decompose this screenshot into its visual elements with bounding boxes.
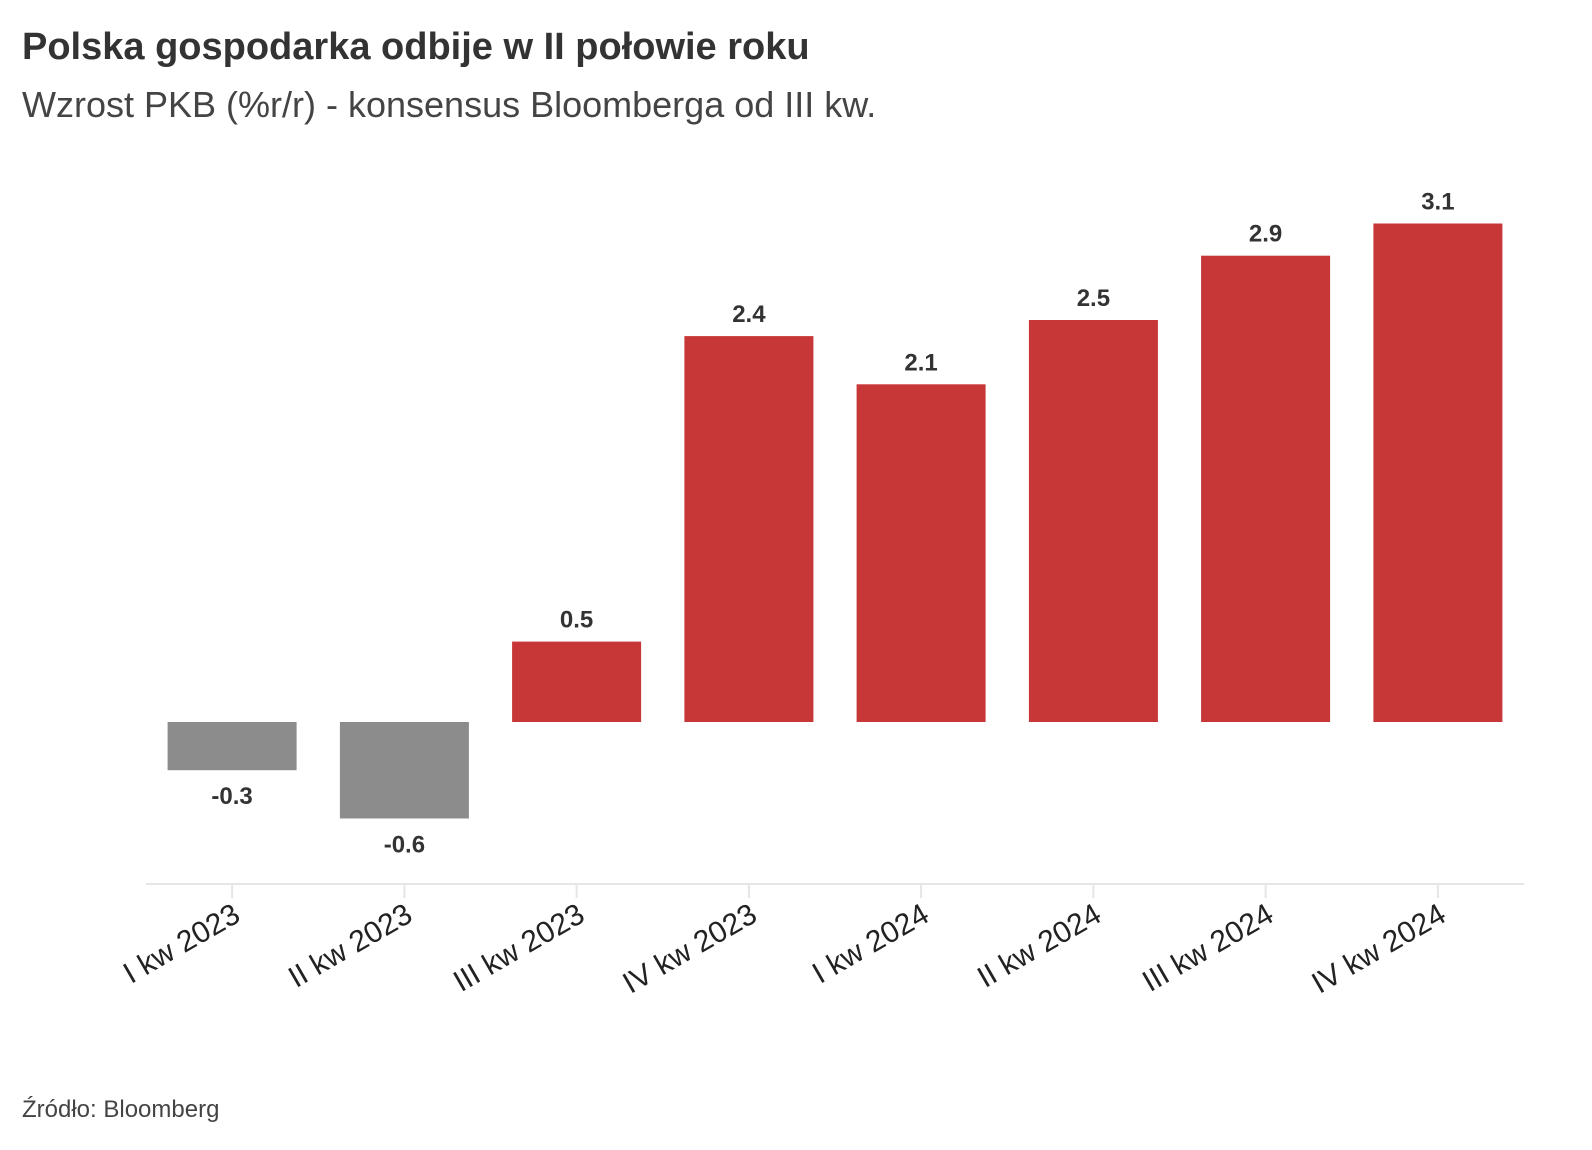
- bar-value-label-8: 3.1: [1421, 189, 1454, 216]
- bar-6: [1028, 320, 1158, 722]
- bar-4: [684, 336, 814, 722]
- x-tick-label-1: I kw 2023: [118, 897, 246, 990]
- x-tick-label-2: II kw 2023: [283, 897, 418, 994]
- x-tick-label-7: III kw 2024: [1137, 897, 1279, 998]
- x-tick-label-8: IV kw 2024: [1306, 897, 1451, 1000]
- x-tick-label-6: II kw 2024: [972, 897, 1107, 994]
- x-tick-label-5: I kw 2024: [807, 897, 935, 990]
- source-note: Źródło: Bloomberg: [22, 1096, 220, 1123]
- bar-value-label-5: 2.1: [904, 349, 937, 376]
- bar-7: [1201, 255, 1331, 722]
- bars-group: -0.3 -0.6 0.5 2.4 2.1 2.5 2.9 3.1: [167, 189, 1503, 859]
- x-tick-label-4: IV kw 2023: [617, 897, 762, 1000]
- chart-title: Polska gospodarka odbije w II połowie ro…: [22, 26, 810, 68]
- bar-1: [167, 722, 297, 771]
- bar-value-label-7: 2.9: [1249, 221, 1282, 248]
- bar-value-label-6: 2.5: [1077, 285, 1110, 312]
- bar-value-label-2: -0.6: [384, 832, 425, 859]
- bar-3: [512, 641, 642, 722]
- chart-subtitle: Wzrost PKB (%r/r) - konsensus Bloomberga…: [22, 84, 877, 125]
- bar-5: [856, 384, 986, 722]
- bar-value-label-3: 0.5: [560, 607, 593, 634]
- x-tick-label-3: III kw 2023: [448, 897, 590, 998]
- x-ticks-group: I kw 2023 II kw 2023 III kw 2023 IV kw 2023…: [118, 884, 1451, 1000]
- bar-value-label-4: 2.4: [732, 301, 766, 328]
- bar-value-label-1: -0.3: [211, 783, 252, 810]
- bar-8: [1373, 223, 1503, 722]
- bar-2: [339, 722, 469, 819]
